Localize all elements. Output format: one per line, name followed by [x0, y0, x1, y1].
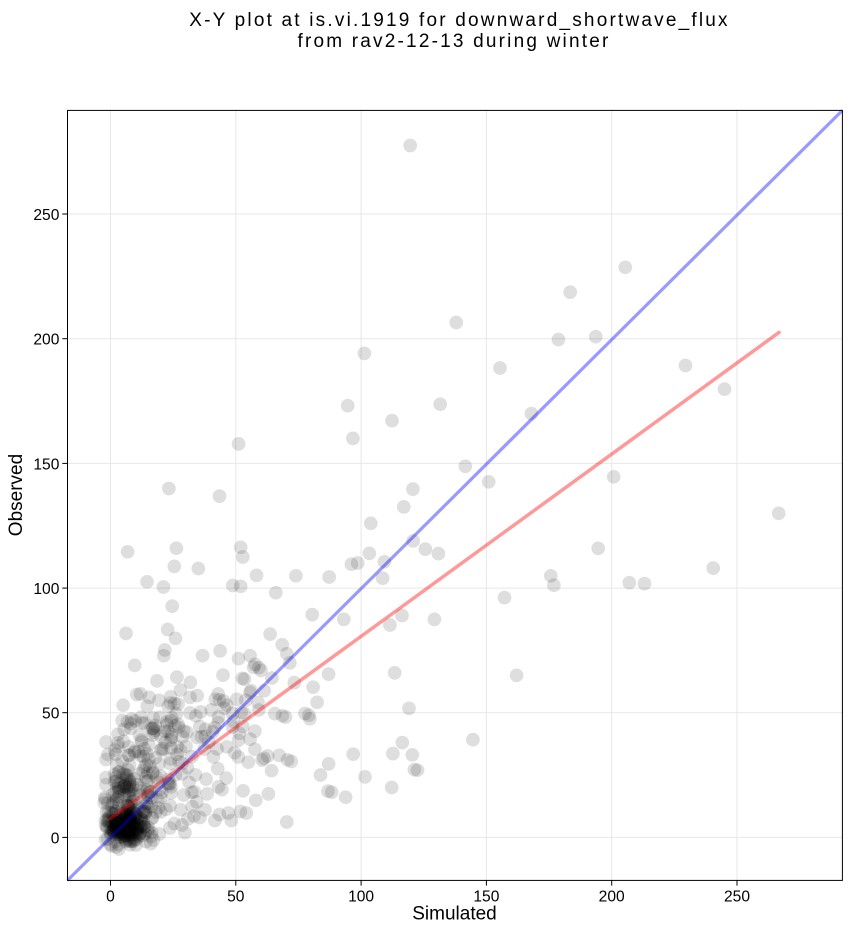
svg-text:X-Y plot at is.vi.1919 for dow: X-Y plot at is.vi.1919 for downward_shor… — [189, 10, 730, 31]
svg-text:from rav2-12-13 during winter: from rav2-12-13 during winter — [297, 31, 610, 52]
svg-text:Observed: Observed — [6, 454, 27, 536]
svg-text:150: 150 — [473, 889, 499, 906]
svg-text:150: 150 — [33, 456, 59, 473]
svg-text:100: 100 — [348, 889, 374, 906]
svg-text:0: 0 — [51, 830, 60, 847]
svg-text:100: 100 — [33, 581, 59, 598]
svg-text:250: 250 — [33, 207, 59, 224]
svg-text:200: 200 — [599, 889, 625, 906]
svg-text:50: 50 — [42, 706, 60, 723]
svg-text:Simulated: Simulated — [412, 904, 497, 925]
svg-text:250: 250 — [724, 889, 750, 906]
svg-text:50: 50 — [227, 889, 245, 906]
svg-text:200: 200 — [33, 332, 59, 349]
svg-text:0: 0 — [106, 889, 115, 906]
